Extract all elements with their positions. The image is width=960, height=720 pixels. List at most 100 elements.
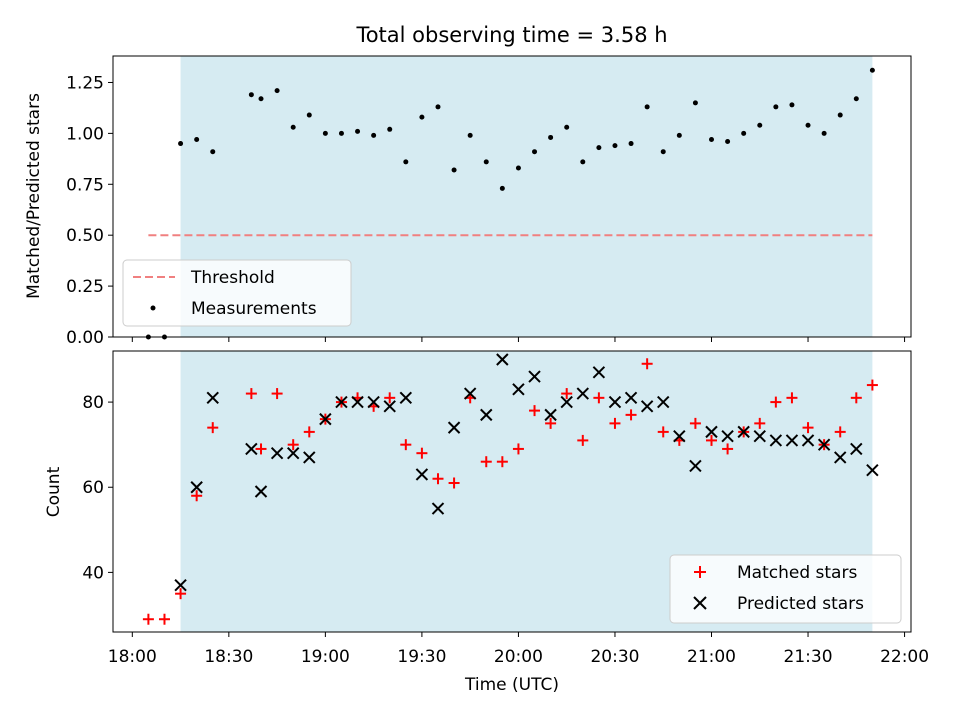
matched-star-point [577, 434, 589, 446]
bottom-legend: Matched stars Predicted stars [669, 554, 902, 624]
matched-star-point [512, 443, 524, 455]
matched-star-point [480, 456, 492, 468]
measurement-point [371, 132, 377, 138]
matched-star-point [786, 392, 798, 404]
predicted-star-point [367, 395, 380, 409]
measurement-point [403, 159, 409, 165]
measurement-point [306, 112, 312, 118]
measurement-point [387, 126, 393, 132]
predicted-star-point [512, 383, 525, 396]
measurement-point [837, 112, 843, 118]
bottom-legend-box [669, 554, 902, 624]
measurement-point [596, 145, 602, 151]
predicted-star-point [721, 429, 734, 443]
bottom-y-tick-label: 80 [82, 393, 104, 413]
predicted-star-point [431, 502, 445, 515]
predicted-star-point [190, 481, 203, 494]
matched-star-point [158, 613, 170, 625]
top-y-axis-label: Matched/Predicted stars [24, 93, 44, 299]
matched-star-point [657, 426, 669, 438]
legend-measurements-label: Measurements [191, 299, 317, 319]
predicted-star-point [303, 451, 316, 464]
matched-star-point [175, 588, 187, 600]
matched-star-point [770, 396, 782, 408]
predicted-star-point [737, 425, 750, 439]
matched-star-point [400, 439, 412, 451]
predicted-star-point [785, 434, 799, 447]
bottom-x-tick-label: 21:00 [687, 647, 736, 667]
predicted-star-point [576, 387, 589, 400]
measurement-point [805, 122, 811, 128]
measurements-series [145, 67, 875, 340]
matched-star-point [255, 443, 267, 455]
top-x-tick-marks [131, 337, 906, 342]
measurement-point [419, 114, 425, 120]
matched-star-point [802, 422, 814, 434]
measurement-point [532, 149, 538, 155]
top-y-tick-label: 0.50 [66, 226, 104, 246]
measurement-point [548, 134, 554, 140]
top-axes-frame [112, 55, 912, 338]
bottom-x-tick-label: 21:30 [784, 647, 833, 667]
predicted-star-point [673, 429, 686, 443]
predicted-star-point [560, 395, 573, 409]
matched-star-point [303, 426, 315, 438]
predicted-star-point [351, 395, 364, 409]
bottom-x-tick-label: 20:30 [590, 647, 639, 667]
measurement-point [709, 136, 714, 142]
predicted-star-point [753, 429, 766, 443]
top-legend: Threshold Measurements [122, 259, 352, 327]
bottom-axes-frame [112, 350, 912, 633]
predicted-star-point [447, 421, 461, 434]
top-y-ticks: 0.00 0.25 0.50 0.75 1.00 1.25 [66, 73, 113, 348]
measurement-point [290, 124, 296, 130]
predicted-star-point [544, 408, 557, 422]
measurement-point [210, 149, 216, 155]
predicted-star-point [834, 451, 847, 464]
matched-star-point [207, 422, 219, 434]
measurement-point [741, 130, 747, 136]
matched-star-point [142, 613, 154, 625]
predicted-star-point [496, 353, 509, 366]
measurement-point [628, 141, 634, 147]
matched-star-point [866, 379, 878, 391]
matched-star-point [754, 417, 766, 429]
top-y-tick-label: 0.00 [66, 328, 104, 348]
bottom-x-tick-label: 22:00 [880, 647, 929, 667]
predicted-star-point [399, 391, 413, 405]
matched-star-point [448, 477, 460, 489]
bottom-x-ticks: 18:00 18:30 19:00 19:30 20:00 20:30 21:00 21:30… [108, 632, 929, 667]
matched-star-point [287, 439, 299, 451]
matched-star-point [384, 392, 396, 404]
legend-predicted-label: Predicted stars [737, 594, 864, 614]
measurement-point [435, 104, 441, 110]
matched-star-point [416, 447, 428, 459]
top-y-tick-label: 1.25 [66, 73, 104, 93]
bottom-x-tick-label: 20:00 [494, 647, 543, 667]
measurement-point [178, 141, 184, 147]
predicted-star-point [383, 400, 396, 413]
legend-measurements-swatch [150, 305, 156, 311]
predicted-star-point [817, 438, 831, 451]
predicted-star-point [801, 434, 815, 447]
matched-star-point [191, 490, 203, 502]
predicted-star-point [174, 578, 187, 592]
matched-star-point [689, 417, 701, 429]
measurement-point [676, 132, 682, 138]
matched-star-point [641, 358, 653, 370]
bottom-x-tick-label: 18:30 [204, 647, 253, 667]
predicted-star-point [866, 464, 879, 477]
predicted-star-point [657, 395, 670, 409]
matched-star-point [271, 388, 283, 400]
matched-star-point [722, 443, 734, 455]
measurement-point [612, 143, 618, 149]
matched-star-point [834, 426, 846, 438]
bottom-y-tick-label: 60 [82, 478, 104, 498]
x-axis-label: Time (UTC) [464, 675, 559, 695]
measurement-point [483, 159, 489, 165]
measurement-point [692, 100, 698, 106]
legend-matched-label: Matched stars [737, 563, 857, 583]
bottom-y-tick-label: 40 [82, 563, 104, 583]
measurement-point [338, 130, 344, 136]
